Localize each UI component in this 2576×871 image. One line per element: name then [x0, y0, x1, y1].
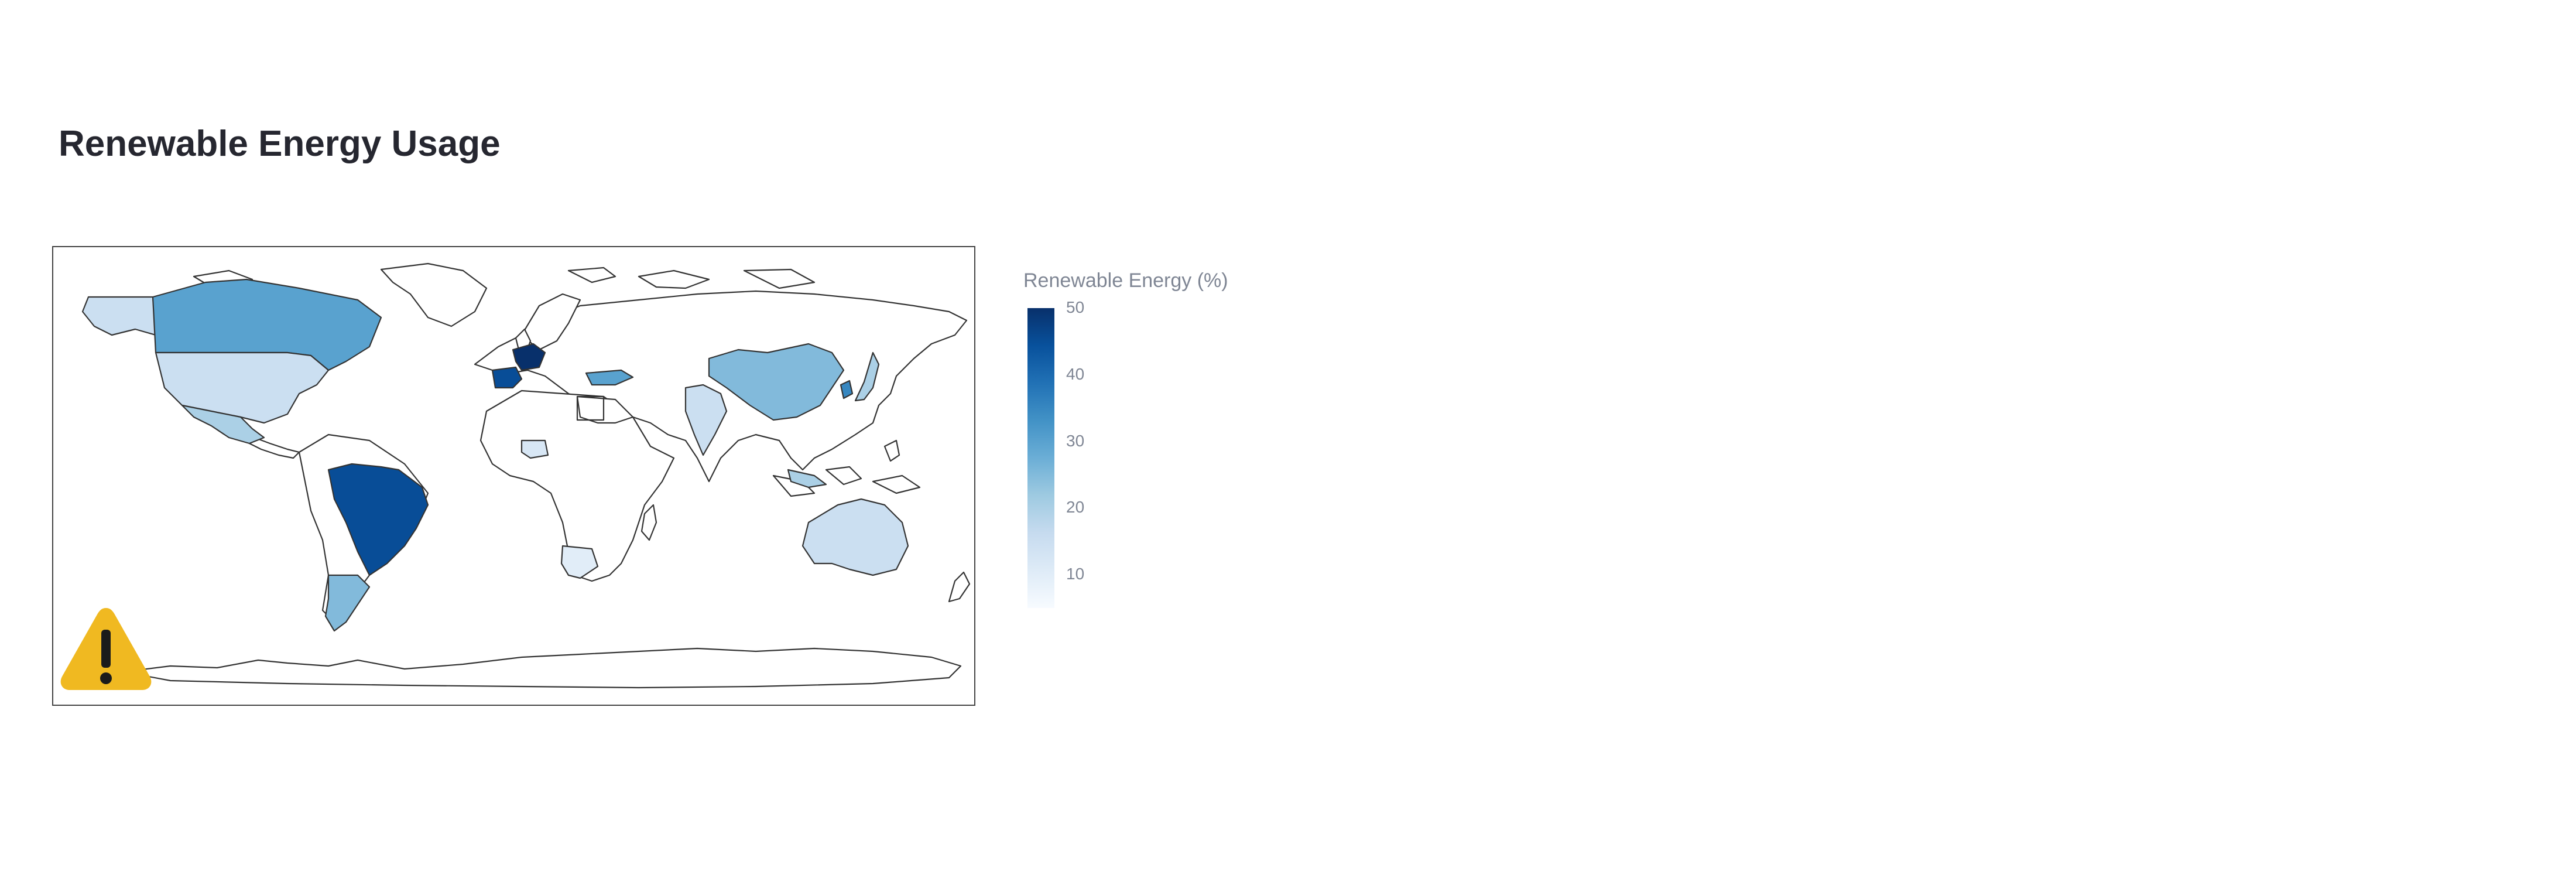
region-brazil: [327, 463, 429, 576]
land-madagascar: [640, 504, 657, 541]
colorbar-tick-40: 40: [1066, 364, 1085, 383]
land-antarctica: [122, 647, 962, 689]
region-south-africa: [560, 545, 599, 579]
region-indonesia: [787, 469, 827, 489]
region-nigeria: [520, 439, 549, 459]
colorbar-tick-50: 50: [1066, 298, 1085, 316]
map-canvas: [81, 262, 971, 689]
land-central-america: [245, 433, 300, 459]
region-alaska: [81, 296, 157, 336]
colorbar-title: Renewable Energy (%): [1023, 269, 1228, 292]
land-new-zealand: [948, 571, 971, 603]
region-india: [684, 384, 728, 456]
colorbar-tick-20: 20: [1066, 498, 1085, 517]
region-china: [708, 343, 845, 421]
region-spain: [491, 366, 523, 389]
page-title: Renewable Energy Usage: [59, 124, 501, 164]
region-australia: [801, 498, 909, 576]
region-argentina: [324, 574, 371, 632]
region-mexico: [181, 404, 265, 445]
colorbar-tick-30: 30: [1066, 431, 1085, 450]
colorbar: [1027, 308, 1054, 608]
region-japan: [854, 351, 880, 402]
region-south-korea: [840, 380, 854, 399]
region-usa: [155, 351, 330, 424]
land-scandinavia: [520, 293, 581, 351]
land-se-asia-islands: [772, 439, 921, 497]
border-egypt-box: [576, 395, 605, 421]
region-turkey: [585, 369, 634, 386]
land-arctic-islands: [193, 267, 816, 289]
warning-triangle-icon: [60, 608, 152, 690]
region-france: [512, 343, 546, 371]
world-map[interactable]: [52, 246, 975, 706]
land-arabia: [576, 395, 634, 424]
colorbar-tick-10: 10: [1066, 565, 1085, 583]
land-greenland: [380, 262, 488, 327]
